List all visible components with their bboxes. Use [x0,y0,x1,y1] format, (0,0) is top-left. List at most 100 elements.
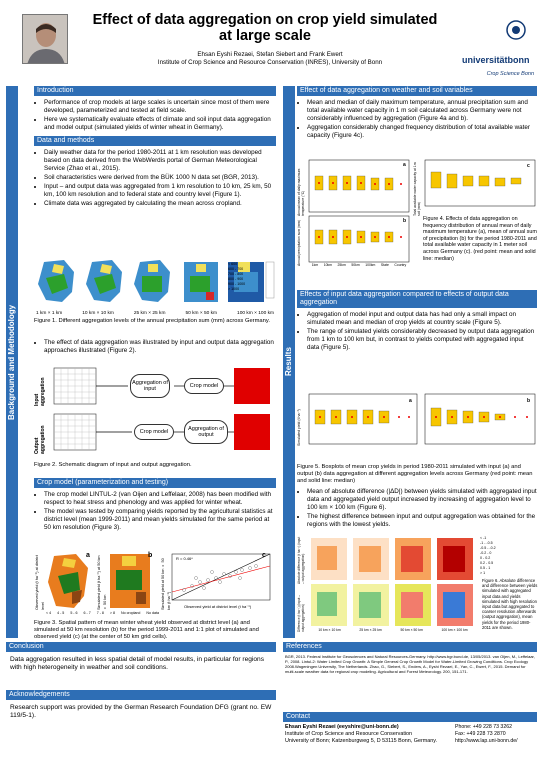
legend-item: 4 - 5 [57,611,65,615]
contact-heading: Contact [283,712,537,722]
legend-item: 0.5 - 1 [480,566,491,570]
list-item: Input – and output data was aggregated f… [44,183,276,199]
x-tick: 100km [365,263,376,267]
contact-phone: Phone: +49 228 73 3262 [455,724,512,730]
ack-heading: Acknowledgements [6,690,276,700]
x-tick: 1km [311,263,319,267]
list-item: Performance of crop models at large scal… [44,99,276,115]
map-label: 50 km × 50 km [185,311,218,316]
list-item: Climate data was aggregated by calculati… [44,200,276,208]
x-label: 10 km × 10 km [318,628,341,632]
list-item: Mean of absolute difference (|ΔD|) betwe… [307,488,537,512]
x-tick: 25km [337,263,346,267]
university-logo: universitätbonn Crop Science Bonn [462,16,534,78]
figure-3: Observed yield (t ha⁻¹) at district leve… [34,552,276,618]
io-bullets2: Mean of absolute difference (|ΔD|) betwe… [297,488,537,530]
legend-item: 800 - 900 [228,277,244,281]
figure-1-caption: Figure 1. Different aggregation levels o… [34,318,270,324]
label-output-agg: Output aggregation [34,425,46,454]
methods-bullets: Daily weather data for the period 1980-2… [34,149,276,208]
list-item: Soil characteristics were derived from t… [44,174,276,182]
legend-item: 5 - 6 [70,611,78,615]
panel-letter-b: b [148,552,153,559]
uni-name: universitätbonn [462,55,530,65]
contact-address: Ehsan Eyshi Rezaei (eeyshire@uni-bonn.de… [285,724,455,745]
svg-text:b: b [527,398,530,404]
fig3-legend: < 4 4 - 5 5 - 6 6 - 7 7 - 8 > 8 No cropl… [46,611,166,615]
fig3-ylabel-c: Simulated yield at 50 km × 50 km (t ha⁻¹… [161,558,171,610]
figure-5-caption: Figure 5. Boxplots of mean crop yields i… [297,464,533,484]
agg-output-box: Aggregation of output [184,420,228,444]
label-input-agg: Input aggregation [34,377,46,406]
right-column: Effect of data aggregation on weather an… [297,86,537,141]
legend-item: > 1 [480,571,486,575]
legend-item: > 1000 [228,287,240,291]
fig3-scatter [171,553,271,601]
intro-heading: Introduction [34,86,276,96]
poster-title: Effect of data aggregation on crop yield… [92,12,438,44]
legend-item: > 8 [109,611,116,615]
fig3-map-a [48,554,88,608]
fig4-boxplot-c: c [424,159,536,207]
legend-item: No cropland [121,611,141,615]
legend-item: -0.5 - -0.2 [480,546,496,550]
figure-4: Annual mean of daily maximum temperature… [297,158,537,274]
io-bullets: Aggregation of model input and output da… [297,311,537,352]
map-1km [38,260,74,302]
contact-phone-block: Phone: +49 228 73 3262 Fax: +49 228 73 2… [455,724,537,745]
sidebar-left: Background and Methodology [6,86,18,638]
map-labels: 1 km × 1 km 10 km × 10 km 25 km × 25 km … [34,311,276,316]
x-tick: 50km [351,263,360,267]
person-icon [23,15,67,63]
x-tick: State [380,263,389,267]
conclusion-text: Data aggregation resulted in less spatia… [10,656,264,672]
legend-item: -1 - -0.5 [480,541,493,545]
legend-item: No data [146,611,160,615]
institute: Institute of Crop Science and Resource C… [157,59,383,66]
uni-dept: Crop Science Bonn [486,71,534,77]
figure-2-caption: Figure 2. Schematic diagram of input and… [34,462,192,468]
list-item: The model was tested by comparing yields… [44,508,276,532]
legend-item: -0.2 - 0 [480,551,492,555]
legend-item: < 4 [46,611,52,615]
crop-model-section: Crop model (parameterization and testing… [34,478,276,533]
svg-text:c: c [527,163,530,169]
contact-inst: Institute of Crop Science and Resource C… [285,731,413,737]
figure-1: 1 km × 1 km 10 km × 10 km 25 km × 25 km … [34,258,276,316]
fig4-ylabel-c: Total available water capacity at 1m soi… [413,162,421,216]
fig4-ylabel-a: Annual mean of daily maximum temperature… [297,168,305,216]
svg-text:a: a [409,398,412,404]
list-item: Mean and median of daily maximum tempera… [307,99,537,123]
ack-text: Research support was provided by the Ger… [10,704,272,720]
list-item: The highest difference between input and… [307,513,537,529]
references-heading: References [283,642,537,652]
crop-model-bullets: The crop model LINTUL-2 (van Oijen and L… [34,491,276,532]
list-item: The range of simulated yields considerab… [307,328,537,352]
authors-block: Ehsan Eyshi Rezaei, Stefan Siebert and F… [80,51,460,67]
crop-model-box-1: Crop model [184,378,224,394]
map-25km [134,260,170,302]
x-label: 25 km × 25 km [359,628,382,632]
contact-web[interactable]: http://www.lap.uni-bonn.de/ [455,738,518,744]
list-item: Daily weather data for the period 1980-2… [44,149,276,173]
bonn-seal-icon [506,20,526,40]
conclusion-heading: Conclusion [6,642,276,652]
agg-input-box: Aggregation of input [130,374,170,398]
fig6-ylabel-top: Absolute difference (t ha⁻¹) (input – ou… [297,536,305,584]
fig3-ylabel-a: Observed yield (t ha⁻¹) at district leve… [35,555,45,610]
x-label: 100 km × 100 km [441,628,468,632]
contact-addr: University of Bonn; Katzenburgweg 5, D 5… [285,738,438,744]
list-item: Here we systematically evaluate effects … [44,116,276,132]
legend-item: < 600 [228,262,238,266]
figure-1-maps [38,260,275,302]
fig6-maps [311,538,473,626]
fig6-bottom-row [311,584,473,626]
io-section: Effects of input data aggregation compar… [297,290,537,353]
legend-item: < -1 [480,536,487,540]
figure-6-caption: Figure 6. Absolute difference and differ… [482,578,538,630]
references-text: BGR, 2013. Federal Institute for Geoscie… [285,654,535,674]
contact-fax: Fax: +49 228 73 2870 [455,731,506,737]
legend-item: 7 - 8 [96,611,104,615]
figure-1-legend: < 600 600 - 700 700 - 800 800 - 900 900 … [228,262,276,292]
list-item: The effect of data aggregation was illus… [44,339,276,355]
